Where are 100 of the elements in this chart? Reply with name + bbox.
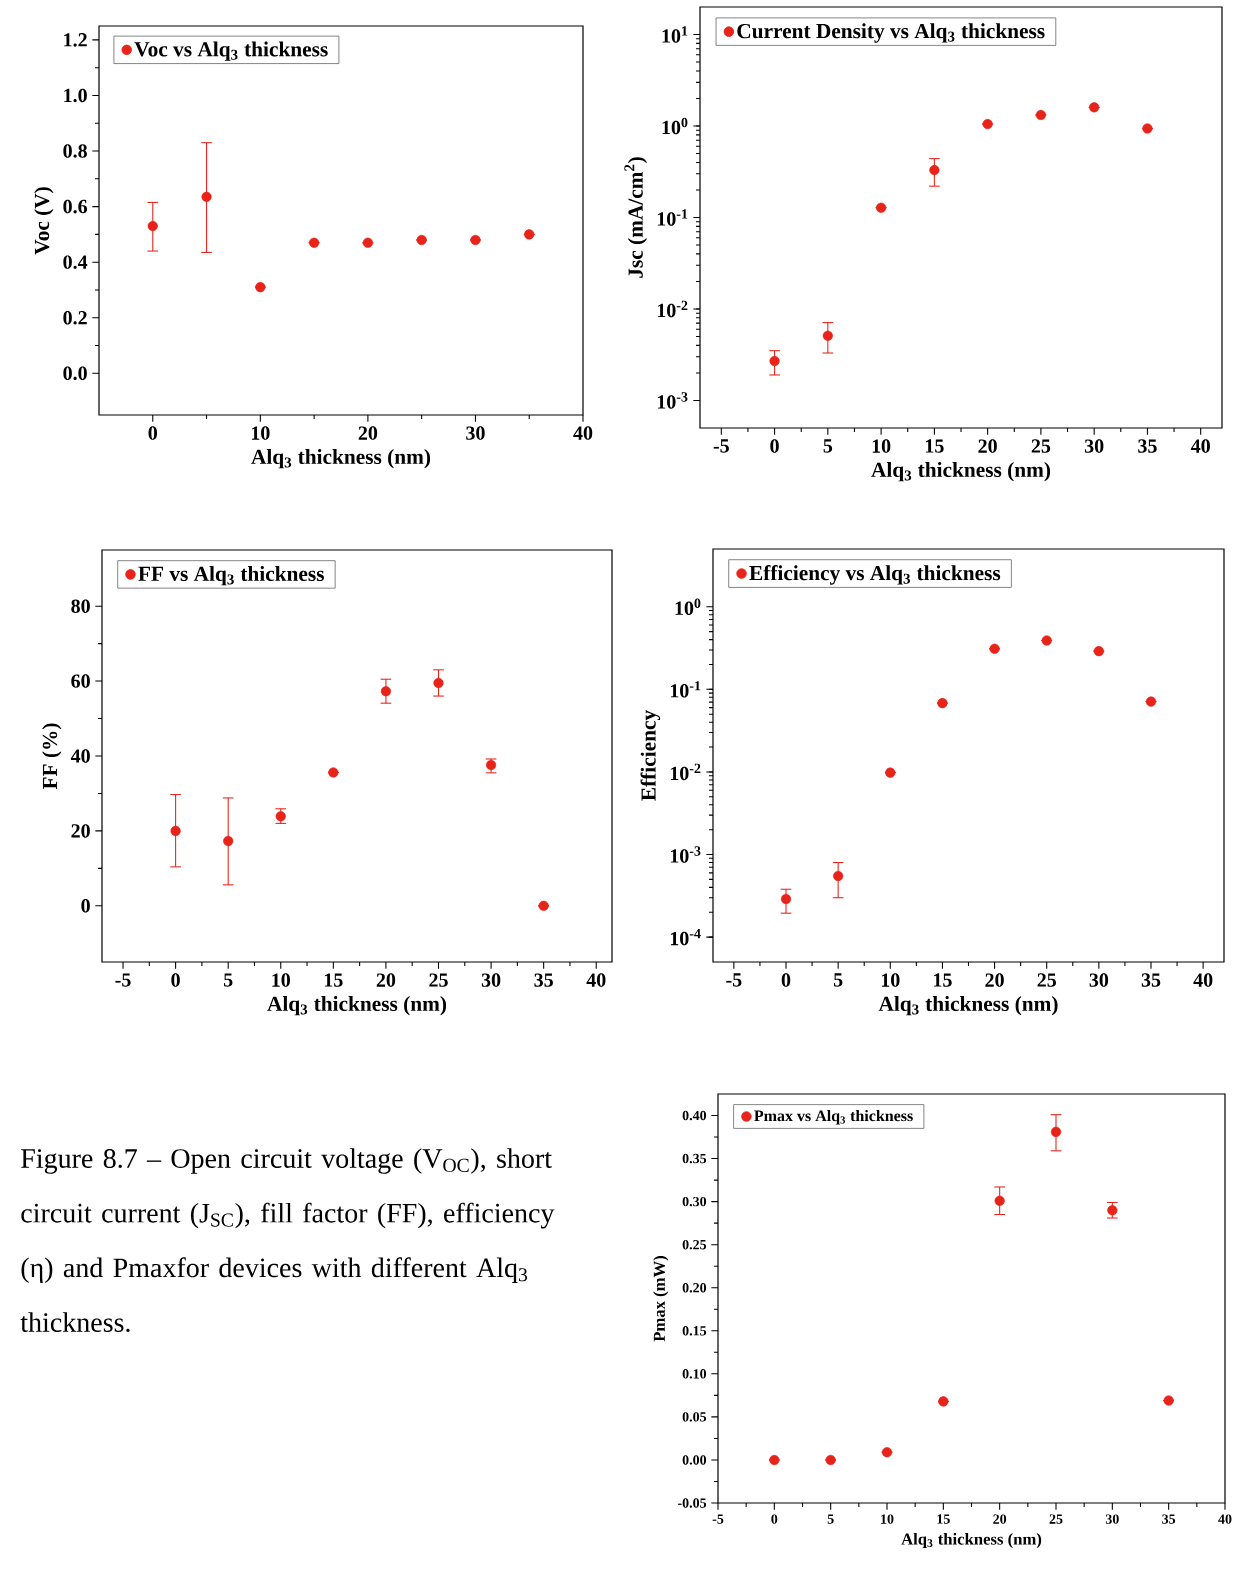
point xyxy=(929,164,940,176)
x-tick-label: 25 xyxy=(429,973,448,987)
x-tick-label: 25 xyxy=(1031,439,1051,453)
y-axis-title: Voc (V) xyxy=(34,187,54,255)
y-tick-label: 0.05 xyxy=(682,1412,707,1422)
x-tick-label: 5 xyxy=(827,1514,834,1524)
x-tick-label: 30 xyxy=(1105,1514,1119,1524)
x-tick-label: 0 xyxy=(781,973,791,987)
x-axis-title: Alq$_{3}$ thickness (nm) xyxy=(251,449,431,469)
x-tick-label: 5 xyxy=(823,439,833,453)
x-tick-label: 0 xyxy=(770,439,779,453)
y-tick-label: 10$^{1}$ xyxy=(662,26,688,43)
x-tick-label: -5 xyxy=(726,973,742,987)
y-tick-label: 10$^{-2}$ xyxy=(670,763,701,781)
x-tick-label: 20 xyxy=(376,973,396,987)
y-tick-label: 1.0 xyxy=(64,88,87,103)
point xyxy=(1089,102,1100,113)
y-axis-title: Jsc (mA/cm$^{2}$) xyxy=(624,157,648,278)
x-tick-label: 10 xyxy=(881,973,900,987)
legend-label: Voc vs Alq$_{3}$ thickness xyxy=(134,41,328,61)
y-tick-label: 10$^{0}$ xyxy=(675,598,701,615)
point xyxy=(1041,635,1052,646)
x-tick-label: 20 xyxy=(358,426,378,440)
y-tick-label: 10$^{-3}$ xyxy=(657,392,688,409)
point xyxy=(938,1396,949,1407)
x-tick-label: 25 xyxy=(1037,973,1056,987)
point xyxy=(147,220,158,232)
x-tick-label: 35 xyxy=(1138,439,1157,453)
point xyxy=(1107,1205,1118,1216)
x-tick-label: 0 xyxy=(771,1514,778,1524)
point xyxy=(380,686,391,697)
x-tick-label: 10 xyxy=(881,1514,894,1524)
x-tick-label: -5 xyxy=(713,439,729,453)
y-tick-label: 10$^{-1}$ xyxy=(657,209,688,226)
legend-label: Efficiency vs Alq$_{3}$ thickness xyxy=(749,565,1001,585)
point xyxy=(433,677,444,689)
y-tick-label: 10$^{0}$ xyxy=(662,117,688,135)
x-tick-label: 15 xyxy=(937,1514,950,1524)
x-tick-label: 10 xyxy=(272,973,291,987)
point xyxy=(982,119,993,130)
x-tick-label: 40 xyxy=(573,426,593,440)
y-tick-label: 60 xyxy=(71,674,90,688)
y-tick-label: 0.20 xyxy=(682,1282,707,1293)
point xyxy=(201,191,212,202)
y-tick-label: 0.25 xyxy=(682,1239,707,1250)
y-tick-label: 0.40 xyxy=(682,1110,707,1121)
point xyxy=(1093,646,1104,657)
y-tick-label: 0.6 xyxy=(63,199,88,214)
x-tick-label: 0 xyxy=(148,426,158,440)
x-axis-title: Alq$_{3}$ thickness (nm) xyxy=(901,1532,1042,1549)
x-tick-label: 30 xyxy=(481,973,501,987)
y-tick-label: 0.4 xyxy=(63,255,88,269)
point xyxy=(524,229,535,240)
legend-label: Pmax vs Alq$_{3}$ thickness xyxy=(754,1109,913,1125)
y-tick-label: 10$^{-4}$ xyxy=(670,928,701,946)
x-tick-label: 40 xyxy=(1190,439,1210,453)
y-tick-label: 40 xyxy=(70,749,90,763)
y-tick-label: 0 xyxy=(81,899,90,913)
legend-label: FF vs Alq$_{3}$ thickness xyxy=(138,566,324,586)
point xyxy=(1142,123,1153,134)
point xyxy=(994,1195,1005,1206)
point xyxy=(170,825,181,836)
point xyxy=(309,237,320,248)
x-tick-label: 15 xyxy=(324,973,343,987)
y-tick-label: -0.05 xyxy=(677,1498,707,1508)
point xyxy=(822,330,833,341)
legend-label: Current Density vs Alq$_{3}$ thickness xyxy=(737,23,1045,43)
x-tick-label: 15 xyxy=(934,973,952,987)
x-tick-label: 5 xyxy=(223,973,233,987)
x-tick-label: 40 xyxy=(586,973,606,987)
point xyxy=(362,237,373,248)
point xyxy=(876,202,887,213)
x-tick-label: 20 xyxy=(985,973,1004,987)
x-tick-label: 40 xyxy=(1193,973,1213,987)
x-tick-label: 35 xyxy=(1141,973,1161,987)
x-tick-label: 30 xyxy=(466,426,485,440)
point xyxy=(223,835,234,847)
point xyxy=(825,1454,836,1466)
y-tick-label: 0.0 xyxy=(63,366,87,381)
point xyxy=(937,698,948,709)
x-tick-label: 25 xyxy=(1049,1514,1063,1524)
point xyxy=(416,234,427,246)
y-tick-label: 1.2 xyxy=(64,33,87,47)
point xyxy=(780,893,792,905)
y-axis-title: FF (%) xyxy=(42,723,62,790)
x-tick-label: 30 xyxy=(1084,439,1104,453)
y-tick-label: 0.00 xyxy=(682,1455,707,1465)
x-tick-label: 15 xyxy=(925,439,944,453)
point xyxy=(538,900,549,911)
point xyxy=(1145,696,1157,707)
x-tick-label: -5 xyxy=(712,1514,724,1524)
y-tick-label: 0.15 xyxy=(682,1326,707,1336)
y-tick-label: 10$^{-3}$ xyxy=(670,846,701,863)
y-axis-title: Efficiency xyxy=(640,710,661,801)
point xyxy=(1035,109,1046,121)
x-axis-title: Alq$_{3}$ thickness (nm) xyxy=(267,996,447,1016)
point xyxy=(769,1454,780,1466)
y-tick-label: 10$^{-2}$ xyxy=(657,300,688,318)
y-tick-label: 0.10 xyxy=(682,1369,707,1379)
x-tick-label: 20 xyxy=(978,439,997,453)
